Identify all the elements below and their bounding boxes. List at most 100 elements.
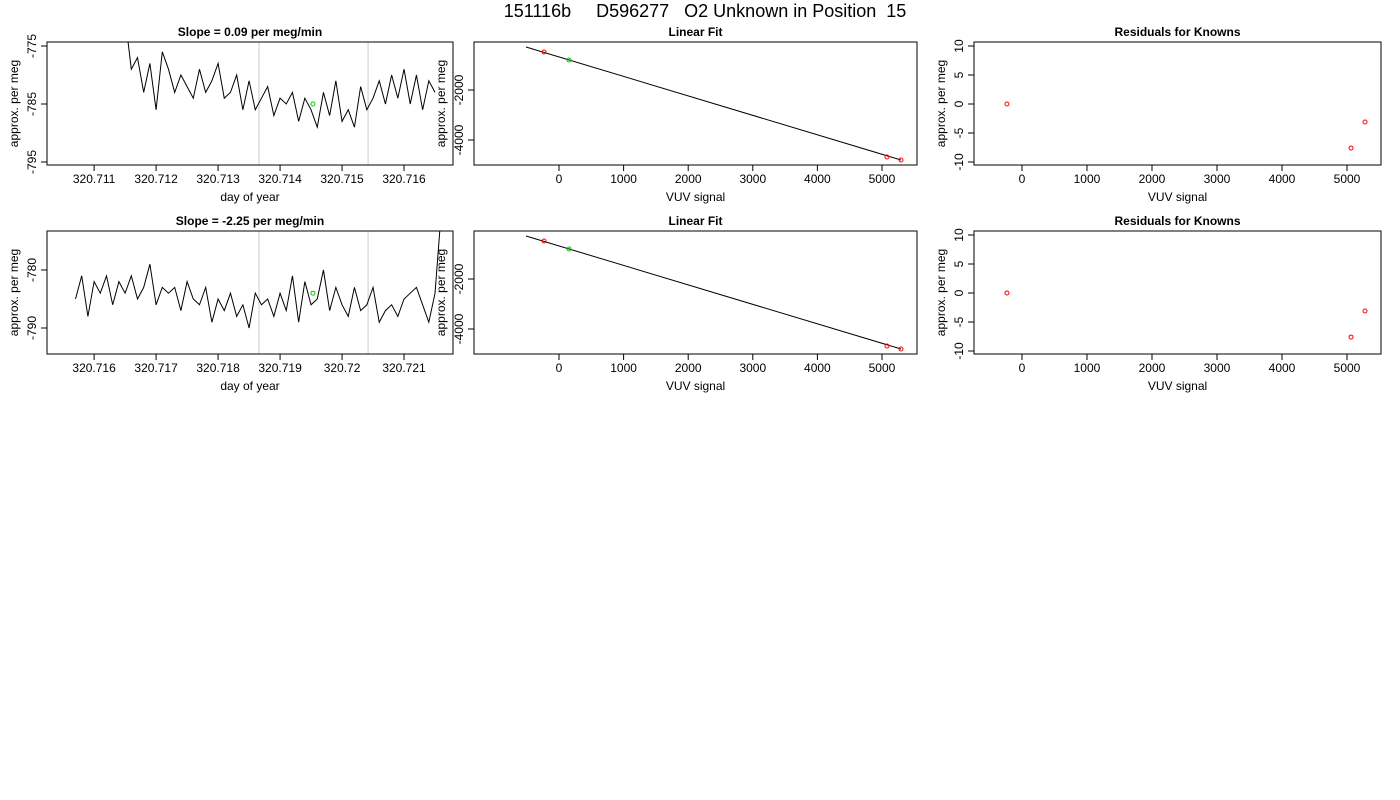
x-tick-label: 1000 <box>610 172 637 186</box>
y-axis-label: approx. per meg <box>7 249 21 336</box>
y-axis-label: approx. per meg <box>934 60 948 147</box>
plot-frame <box>973 41 1382 166</box>
x-tick-label: 4000 <box>1269 361 1296 375</box>
x-axis-label: VUV signal <box>1148 190 1207 204</box>
x-tick-label: 320.72 <box>324 361 361 375</box>
data-point <box>884 343 890 349</box>
data-point <box>566 57 572 63</box>
data-line <box>75 231 441 329</box>
x-tick-label: 0 <box>1019 361 1026 375</box>
plot-area <box>1004 290 1368 340</box>
x-tick-label: 2000 <box>1139 361 1166 375</box>
y-tick-label: -780 <box>25 258 39 282</box>
x-tick-label: 3000 <box>1204 361 1231 375</box>
x-tick-label: 320.715 <box>320 172 364 186</box>
y-tick-label: -795 <box>25 150 39 174</box>
x-tick-label: 0 <box>556 172 563 186</box>
x-tick-label: 1000 <box>610 361 637 375</box>
x-tick-label: 320.719 <box>258 361 302 375</box>
plot-area <box>75 231 441 354</box>
x-tick-label: 0 <box>556 361 563 375</box>
figure-title: 151116b D596277 O2 Unknown in Position 1… <box>504 1 907 21</box>
y-tick-label: -5 <box>952 316 966 327</box>
plot-frame <box>473 230 918 355</box>
data-point <box>1362 119 1368 125</box>
y-tick-label: -4000 <box>452 124 466 155</box>
x-axis-label: day of year <box>220 190 279 204</box>
data-point <box>541 49 547 55</box>
y-axis-label: approx. per meg <box>7 60 21 147</box>
data-point <box>310 290 316 296</box>
y-tick-label: -2000 <box>452 74 466 105</box>
panel: Linear Fit VUV signal approx. per meg 0 1000… <box>434 214 918 393</box>
x-tick-label: 1000 <box>1074 361 1101 375</box>
y-axis-label: approx. per meg <box>434 249 448 336</box>
x-axis-label: VUV signal <box>666 190 725 204</box>
y-axis-label: approx. per meg <box>434 60 448 147</box>
x-tick-label: 320.721 <box>382 361 426 375</box>
plot-area <box>525 235 904 352</box>
plot-area <box>127 42 436 165</box>
y-tick-label: -775 <box>25 34 39 58</box>
x-tick-label: 2000 <box>1139 172 1166 186</box>
y-tick-label: -10 <box>952 153 966 171</box>
data-point <box>310 101 316 107</box>
y-tick-label: -2000 <box>452 263 466 294</box>
x-tick-label: 320.711 <box>73 172 116 186</box>
data-line <box>127 42 436 130</box>
x-tick-label: 0 <box>1019 172 1026 186</box>
y-tick-label: 10 <box>952 228 966 242</box>
x-tick-label: 3000 <box>739 172 766 186</box>
data-point <box>541 238 547 244</box>
x-tick-label: 5000 <box>869 361 896 375</box>
x-tick-label: 5000 <box>869 172 896 186</box>
x-axis-label: day of year <box>220 379 279 393</box>
x-tick-label: 3000 <box>739 361 766 375</box>
x-tick-label: 320.713 <box>196 172 240 186</box>
panel: Slope = 0.09 per meg/min day of year appro… <box>7 25 454 204</box>
data-line <box>525 235 902 350</box>
y-tick-label: -4000 <box>452 313 466 344</box>
plot-frame <box>473 41 918 166</box>
y-tick-label: -790 <box>25 316 39 340</box>
data-point <box>898 157 904 163</box>
plot-area <box>1004 101 1368 151</box>
panel-title: Slope = -2.25 per meg/min <box>176 214 324 228</box>
x-tick-label: 5000 <box>1334 361 1361 375</box>
x-tick-label: 2000 <box>675 361 702 375</box>
y-tick-label: 5 <box>952 260 966 267</box>
x-axis-label: VUV signal <box>666 379 725 393</box>
x-axis-label: VUV signal <box>1148 379 1207 393</box>
plot-frame <box>973 230 1382 355</box>
x-tick-label: 4000 <box>804 172 831 186</box>
y-tick-label: 0 <box>952 100 966 107</box>
x-tick-label: 320.714 <box>258 172 302 186</box>
x-tick-label: 320.718 <box>196 361 240 375</box>
data-point <box>1348 334 1354 340</box>
panel: Residuals for Knowns VUV signal approx. pe… <box>934 25 1382 204</box>
data-point <box>884 154 890 160</box>
panel-title: Slope = 0.09 per meg/min <box>178 25 322 39</box>
panel: Linear Fit VUV signal approx. per meg 0 1000… <box>434 25 918 204</box>
y-tick-label: 0 <box>952 289 966 296</box>
y-tick-label: -10 <box>952 342 966 360</box>
x-tick-label: 3000 <box>1204 172 1231 186</box>
panel-title: Linear Fit <box>668 214 722 228</box>
data-line <box>525 46 902 161</box>
plot-frame <box>46 230 454 355</box>
x-tick-label: 2000 <box>675 172 702 186</box>
data-point <box>1004 101 1010 107</box>
y-tick-label: 10 <box>952 39 966 53</box>
panel-title: Residuals for Knowns <box>1114 25 1240 39</box>
y-axis-label: approx. per meg <box>934 249 948 336</box>
data-point <box>1348 145 1354 151</box>
data-point <box>566 246 572 252</box>
panel-title: Residuals for Knowns <box>1114 214 1240 228</box>
x-tick-label: 320.716 <box>72 361 116 375</box>
x-tick-label: 1000 <box>1074 172 1101 186</box>
plot-area <box>525 46 904 163</box>
x-tick-label: 320.712 <box>134 172 178 186</box>
panel: Slope = -2.25 per meg/min day of year appr… <box>7 214 454 393</box>
